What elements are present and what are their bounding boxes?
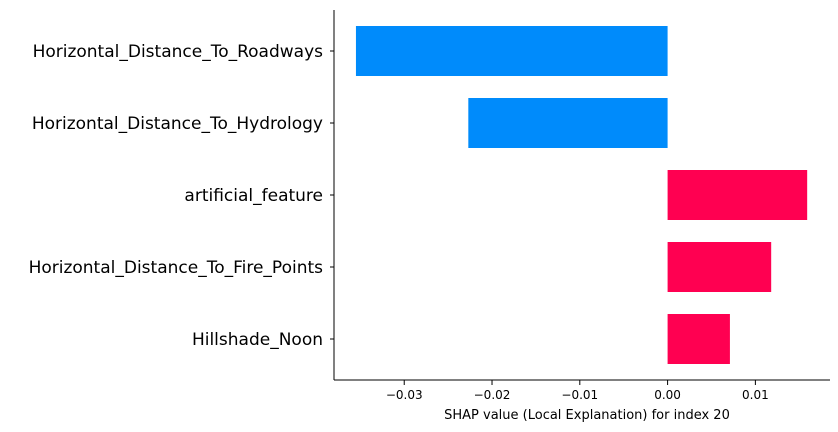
bar-artificial-feature (667, 170, 808, 220)
bar-horizontal-distance-to-roadways (355, 26, 668, 76)
y-labels: Horizontal_Distance_To_Roadways Horizonta… (29, 42, 334, 350)
x-ticks: −0.03 −0.02 −0.01 0.00 0.01 (386, 380, 769, 402)
y-tick-label: Horizontal_Distance_To_Roadways (33, 42, 324, 62)
y-tick-label: Horizontal_Distance_To_Fire_Points (29, 258, 324, 278)
bars-layer (355, 26, 808, 364)
x-tick-label: 0.00 (654, 388, 681, 402)
y-tick-label: Hillshade_Noon (192, 330, 323, 350)
bar-horizontal-distance-to-fire-points (667, 242, 772, 292)
x-axis-label: SHAP value (Local Explanation) for index… (444, 408, 730, 423)
x-tick-label: −0.01 (561, 388, 598, 402)
x-tick-label: 0.01 (742, 388, 769, 402)
x-tick-label: −0.03 (386, 388, 423, 402)
y-tick-label: artificial_feature (184, 186, 323, 206)
bar-horizontal-distance-to-hydrology (468, 98, 668, 148)
y-tick-label: Horizontal_Distance_To_Hydrology (32, 114, 323, 134)
x-tick-label: −0.02 (474, 388, 511, 402)
bar-hillshade-noon (667, 314, 730, 364)
